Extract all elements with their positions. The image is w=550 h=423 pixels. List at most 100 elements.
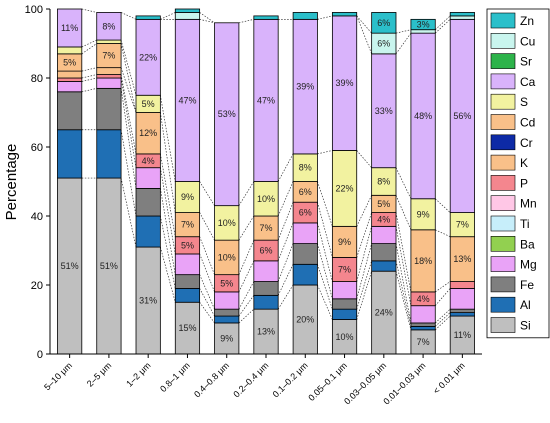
x-tick-label: < 0.01 μm [431, 360, 467, 396]
y-axis-label-group: Percentage [3, 144, 20, 221]
legend-swatch-k [490, 154, 516, 171]
connector-line [81, 39, 97, 48]
data-label: 18% [414, 256, 432, 266]
bar-segment-fe [96, 87, 122, 131]
bar-segment-cd [96, 43, 122, 69]
bar-segment-si [449, 315, 475, 355]
connector-line [356, 271, 372, 320]
bar-segment-cu [449, 15, 475, 20]
legend-label-p: P [520, 176, 528, 190]
connector-line [435, 281, 451, 293]
bar-segment-ca [331, 15, 358, 151]
connector-line [277, 222, 294, 261]
bar-segment-si [371, 270, 397, 355]
bar-segment-mg [410, 305, 436, 324]
connector-line [238, 19, 254, 24]
bar-segment-fe [331, 298, 358, 310]
bar-segment-al [96, 129, 122, 179]
bar-segment-ca [135, 18, 161, 96]
y-tick-label: 100 [25, 4, 43, 16]
y-tick-label: 20 [31, 280, 43, 292]
connector-line [277, 243, 294, 282]
connector-line [395, 32, 412, 55]
bar-segment-zn [331, 12, 358, 17]
legend-label-ba: Ba [520, 237, 535, 251]
bar-segment-zn [253, 15, 279, 20]
bar-segment-ca [96, 12, 122, 41]
connector-line [435, 308, 451, 324]
legend-swatch-al [490, 296, 516, 313]
connector-line [160, 12, 176, 20]
data-label: 5% [181, 240, 194, 250]
connector-line [81, 74, 97, 79]
legend-swatch-sr [490, 53, 516, 69]
legend-swatch-mg [490, 256, 516, 272]
bar-segment-ca [410, 32, 436, 200]
connector-line [395, 195, 412, 230]
data-label: 5% [377, 199, 390, 209]
data-label: 3% [417, 20, 430, 30]
data-label: 8% [377, 177, 390, 187]
data-label: 6% [377, 18, 390, 28]
x-tick-label: 0.01–0.03 μm [381, 360, 427, 406]
bar-segment-si [96, 177, 122, 355]
connector-line [356, 212, 372, 258]
connector-line [199, 274, 215, 310]
bar-segment-al [331, 308, 358, 320]
bars [57, 8, 475, 355]
connector-line [160, 246, 176, 303]
connector-line [199, 181, 215, 206]
bar-segment-mg [331, 281, 358, 300]
data-label: 13% [453, 254, 471, 264]
legend-swatch-zn [490, 12, 516, 29]
data-label: 33% [375, 106, 393, 116]
connector-line [356, 15, 372, 34]
legend-label-s: S [520, 95, 528, 109]
bar-segment-mg [449, 288, 475, 310]
connector-line [317, 264, 333, 310]
bar-segment-si [57, 177, 83, 355]
connector-line [277, 284, 294, 310]
x-tick-label: 1–2 μm [124, 360, 152, 388]
connector-line [160, 95, 176, 182]
connector-line [238, 181, 255, 206]
bar-segment-zn [449, 12, 475, 17]
data-label: 53% [218, 109, 236, 119]
connector-line [81, 77, 97, 82]
legend-label-mg: Mg [520, 258, 537, 272]
bar-segment-al [292, 263, 318, 286]
bar-segment-zn [410, 18, 436, 31]
x-tick-label: 5–10 μm [42, 360, 74, 392]
connector-line [160, 215, 176, 289]
connector-line [160, 112, 176, 213]
bar-segment-mg [214, 291, 240, 310]
connector-line [395, 226, 412, 306]
connector-line [317, 284, 333, 320]
connector-line [160, 188, 176, 275]
legend-swatch-ca [490, 73, 516, 90]
data-label: 48% [414, 111, 432, 121]
bar-segment-al [253, 294, 279, 310]
connector-line [160, 153, 176, 237]
data-label: 9% [417, 209, 430, 219]
bar-segment-ca [57, 8, 83, 48]
connector-line [277, 181, 294, 217]
bar-segment-mg [371, 225, 397, 245]
bar-segment-k [214, 239, 240, 276]
data-labels: 51% 5% 11% 51% 7% 8% 31% 4% 12% 5% 22% 15% 5% 7% 9% 47%… [61, 18, 472, 347]
connector-line [199, 236, 215, 275]
connector-line [81, 8, 97, 13]
legend-label-zn: Zn [520, 14, 534, 28]
data-label: 9% [181, 192, 194, 202]
bar-segment-k [410, 229, 436, 293]
bar-segment-ca [371, 53, 397, 169]
bar-segment-ca [292, 18, 318, 155]
connector-line [317, 222, 333, 282]
y-axis-label: Percentage [3, 144, 20, 221]
data-label: 39% [336, 78, 354, 88]
data-label: 7% [456, 220, 469, 230]
connector-line [277, 202, 294, 241]
legend-swatch-mn [490, 195, 516, 211]
bar-segment-fe [292, 243, 318, 265]
